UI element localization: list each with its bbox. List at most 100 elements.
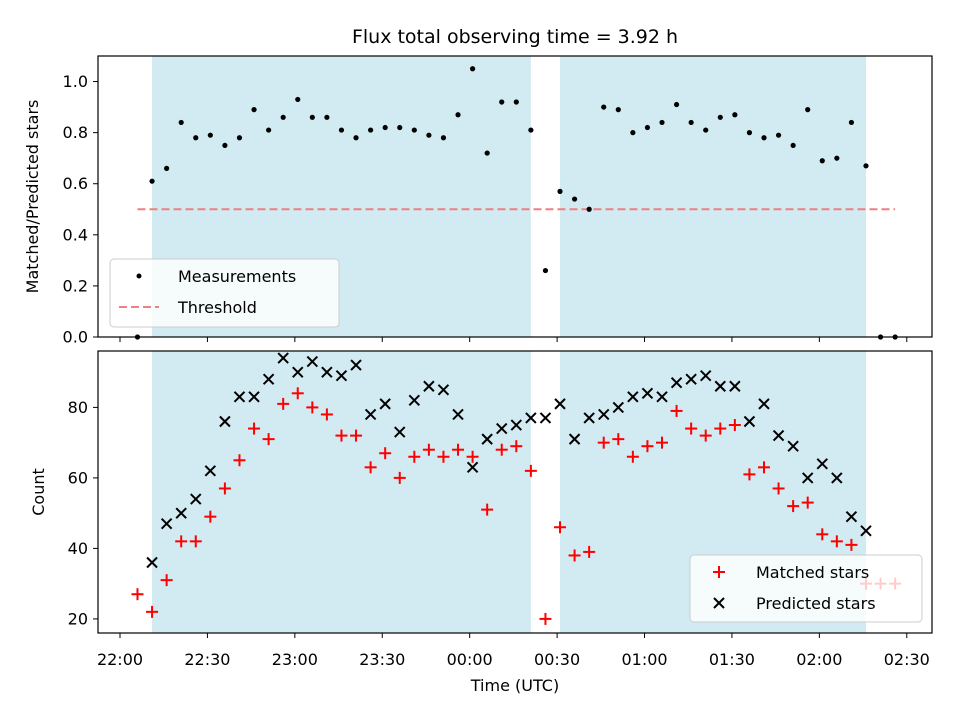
matched-stars-point [320, 408, 333, 421]
predicted-stars-point [743, 415, 756, 428]
matched-stars-point [801, 496, 814, 509]
matched-stars-point [189, 535, 202, 548]
measurement-point [834, 155, 840, 161]
predicted-stars-point [350, 359, 362, 371]
count-panel-shading [152, 351, 866, 633]
measurement-point [673, 101, 680, 108]
shaded-interval [152, 351, 531, 633]
legend-label-matched: Matched stars [756, 563, 869, 582]
measurement-point [397, 124, 403, 131]
measurement-point [601, 104, 607, 110]
measurement-point [717, 114, 723, 120]
matched-stars-point [291, 387, 304, 400]
predicted-stars-point [598, 408, 610, 421]
x-tick-label: 23:30 [359, 650, 405, 669]
matched-stars-point [714, 422, 727, 435]
x-tick-label: 00:00 [447, 650, 493, 669]
measurement-point [790, 142, 796, 149]
ratio-legend-box [109, 258, 340, 328]
matched-stars-point [495, 443, 508, 456]
matched-stars-point [539, 612, 552, 625]
y-tick-label: 20 [68, 609, 88, 628]
predicted-stars-point [627, 391, 639, 403]
measurement-point [571, 196, 578, 202]
matched-stars-point [350, 429, 363, 442]
ratio-y-axis-label: Matched/Predicted stars [23, 100, 42, 294]
predicted-stars-point [248, 391, 260, 403]
x-tick-label: 23:00 [272, 650, 318, 669]
predicted-stars-point [379, 398, 391, 410]
predicted-stars-point [816, 458, 828, 470]
predicted-stars-point [787, 440, 799, 452]
predicted-stars-point [452, 408, 464, 421]
measurement-point [542, 267, 549, 274]
predicted-stars-point [714, 380, 726, 392]
matched-stars-point [364, 461, 377, 474]
predicted-stars-point [437, 384, 450, 396]
predicted-stars-point [860, 525, 872, 537]
predicted-stars-point [262, 373, 275, 385]
matched-stars-point [204, 510, 217, 523]
predicted-stars-point [481, 433, 493, 445]
predicted-stars-point [408, 394, 421, 407]
count-panel: 20 40 60 80 22:00 22:30 23:00 23:30 00:00 00:30 01… [29, 350, 933, 695]
matched-stars-point [583, 545, 596, 558]
matched-stars-point [146, 605, 159, 618]
measurement-point [659, 119, 665, 126]
measurement-point [761, 135, 767, 141]
count-legend: Matched stars Predicted stars [689, 554, 923, 623]
matched-stars-point [772, 482, 785, 495]
matched-stars-point [757, 461, 770, 474]
ratio-panel-shading [152, 56, 866, 337]
matched-stars-point [787, 500, 800, 513]
matched-stars-point [160, 574, 173, 587]
x-tick-label: 02:30 [884, 650, 930, 669]
measurement-point [615, 107, 621, 113]
predicted-stars-point [306, 355, 319, 368]
matched-stars-point [306, 401, 319, 414]
count-legend-box [689, 554, 923, 623]
legend-label-measurements: Measurements [178, 267, 296, 286]
y-tick-label: 40 [68, 539, 88, 558]
measurement-point [251, 107, 257, 113]
measurement-point [222, 142, 228, 149]
measurements-series [134, 66, 898, 340]
predicted-stars-point [423, 380, 435, 392]
matched-stars-point [670, 404, 683, 417]
matched-stars-point [816, 528, 829, 541]
measurement-point [469, 66, 476, 72]
matched-stars-point [408, 450, 421, 463]
predicted-stars-point [466, 461, 479, 474]
count-y-axis-label: Count [29, 468, 48, 516]
x-tick-label: 00:30 [534, 650, 580, 669]
legend-label-threshold: Threshold [177, 298, 257, 317]
legend-marker-matched [713, 566, 725, 578]
y-tick-label: 0.0 [63, 328, 88, 347]
measurement-point [440, 135, 447, 141]
measurement-point [164, 165, 170, 171]
count-panel-axes: 20 40 60 80 22:00 22:30 23:00 23:30 00:00 00:30 01… [68, 398, 930, 669]
predicted-stars-point [612, 401, 625, 414]
predicted-stars-point [685, 373, 697, 385]
predicted-stars-point [190, 493, 202, 505]
measurement-point [324, 114, 330, 120]
matched-stars-point [656, 436, 669, 449]
measurement-point [688, 119, 694, 126]
matched-stars-point [379, 447, 392, 460]
chart-title: Flux total observing time = 3.92 h [352, 26, 678, 48]
x-axis-label: Time (UTC) [470, 676, 559, 695]
matched-stars-point [248, 422, 261, 435]
count-series [131, 352, 902, 625]
count-panel-frame [97, 350, 933, 634]
predicted-stars-point [160, 518, 173, 530]
predicted-stars-point [510, 419, 523, 431]
predicted-stars-point [700, 369, 712, 382]
predicted-stars-point [394, 426, 406, 438]
predicted-stars-point [772, 429, 785, 442]
matched-stars-point [218, 482, 231, 495]
matched-stars-point [568, 549, 581, 562]
measurement-point [630, 130, 636, 136]
measurement-point [484, 150, 490, 156]
ratio-panel-frame [97, 55, 933, 338]
